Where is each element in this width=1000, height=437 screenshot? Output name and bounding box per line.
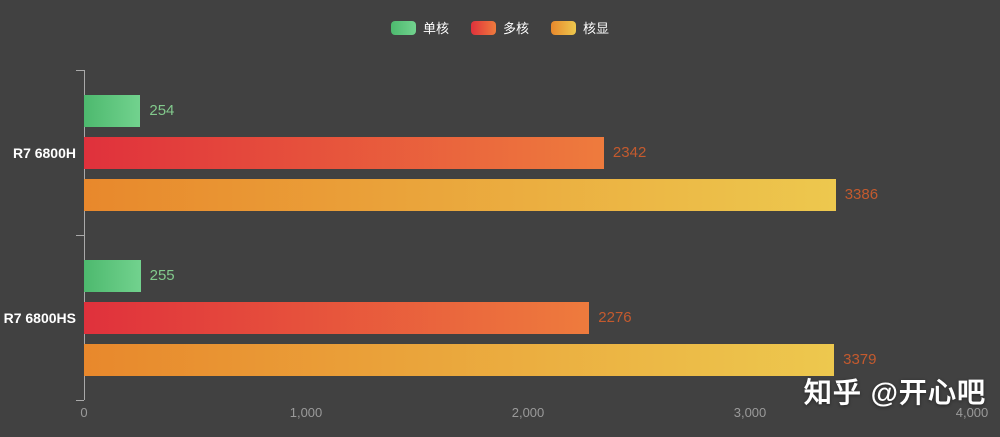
legend-label: 单核 bbox=[422, 21, 449, 36]
x-axis-tick-label: 3,000 bbox=[733, 405, 767, 420]
legend-label: 多核 bbox=[502, 21, 529, 36]
y-axis-tick bbox=[76, 70, 84, 71]
legend-swatch-icon bbox=[390, 20, 416, 35]
legend-label: 核显 bbox=[583, 21, 610, 36]
y-axis-tick bbox=[76, 235, 84, 236]
category-label: R7 6800H bbox=[12, 144, 76, 161]
x-axis-tick-label: 1,000 bbox=[289, 405, 323, 420]
bar-单核-R7 6800HS[interactable] bbox=[84, 259, 141, 292]
bar-value-label: 255 bbox=[149, 267, 175, 284]
y-axis-line bbox=[84, 70, 85, 400]
bar-value-label: 3379 bbox=[843, 351, 877, 368]
bar-核显-R7 6800HS[interactable] bbox=[84, 343, 835, 376]
legend-item-3[interactable]: 核显 bbox=[551, 18, 609, 37]
bar-单核-R7 6800H[interactable] bbox=[84, 94, 141, 127]
bar-多核-R7 6800HS[interactable] bbox=[84, 301, 590, 334]
x-axis-tick-label: 4,000 bbox=[955, 405, 989, 420]
watermark: 知乎 @开心吧 bbox=[803, 377, 986, 408]
legend-item-2[interactable]: 多核 bbox=[470, 18, 529, 37]
legend-item-1[interactable]: 单核 bbox=[390, 18, 449, 37]
chart-legend: 单核 多核 核显 bbox=[0, 18, 1000, 37]
bar-多核-R7 6800H[interactable] bbox=[84, 136, 604, 169]
legend-swatch-icon bbox=[470, 20, 496, 35]
legend-swatch-icon bbox=[551, 20, 576, 35]
bar-value-label: 2342 bbox=[612, 144, 647, 161]
bar-value-label: 3386 bbox=[844, 186, 879, 203]
bar-核显-R7 6800H[interactable] bbox=[84, 178, 836, 211]
bar-value-label: 254 bbox=[149, 102, 175, 119]
y-axis-tick bbox=[76, 400, 84, 401]
x-axis-tick-label: 0 bbox=[80, 405, 88, 420]
x-axis-tick-label: 2,000 bbox=[511, 405, 545, 420]
category-label: R7 6800HS bbox=[3, 309, 76, 326]
bar-value-label: 2276 bbox=[598, 309, 632, 326]
